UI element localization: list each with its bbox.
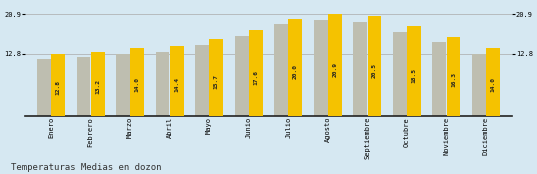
- Text: 16.3: 16.3: [451, 73, 456, 88]
- Text: 13.2: 13.2: [95, 79, 100, 94]
- Bar: [195, 45, 209, 116]
- Bar: [170, 46, 184, 116]
- Bar: [235, 36, 249, 116]
- Text: 14.4: 14.4: [175, 77, 179, 92]
- Bar: [51, 54, 65, 116]
- Text: 20.9: 20.9: [332, 62, 337, 77]
- Bar: [156, 52, 170, 116]
- Text: 15.7: 15.7: [214, 74, 219, 89]
- Bar: [91, 52, 105, 116]
- Bar: [472, 54, 486, 116]
- Text: 17.6: 17.6: [253, 70, 258, 85]
- Text: 12.8: 12.8: [56, 80, 61, 95]
- Bar: [116, 54, 130, 116]
- Text: 14.0: 14.0: [135, 77, 140, 93]
- Bar: [432, 42, 446, 116]
- Text: 14.0: 14.0: [491, 77, 496, 93]
- Bar: [393, 32, 407, 116]
- Text: Temperaturas Medias en dozon: Temperaturas Medias en dozon: [11, 163, 161, 172]
- Bar: [447, 37, 460, 116]
- Bar: [353, 22, 367, 116]
- Bar: [328, 14, 342, 116]
- Bar: [486, 48, 500, 116]
- Bar: [77, 57, 90, 116]
- Bar: [37, 59, 51, 116]
- Text: 18.5: 18.5: [411, 68, 417, 83]
- Bar: [249, 30, 263, 116]
- Bar: [314, 20, 328, 116]
- Bar: [274, 25, 288, 116]
- Bar: [130, 48, 144, 116]
- Bar: [367, 16, 381, 116]
- Bar: [288, 19, 302, 116]
- Bar: [209, 39, 223, 116]
- Bar: [407, 26, 421, 116]
- Text: 20.5: 20.5: [372, 63, 377, 78]
- Text: 20.0: 20.0: [293, 64, 298, 79]
